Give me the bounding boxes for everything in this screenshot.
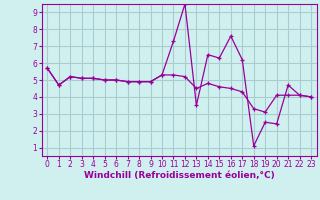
X-axis label: Windchill (Refroidissement éolien,°C): Windchill (Refroidissement éolien,°C)	[84, 171, 275, 180]
